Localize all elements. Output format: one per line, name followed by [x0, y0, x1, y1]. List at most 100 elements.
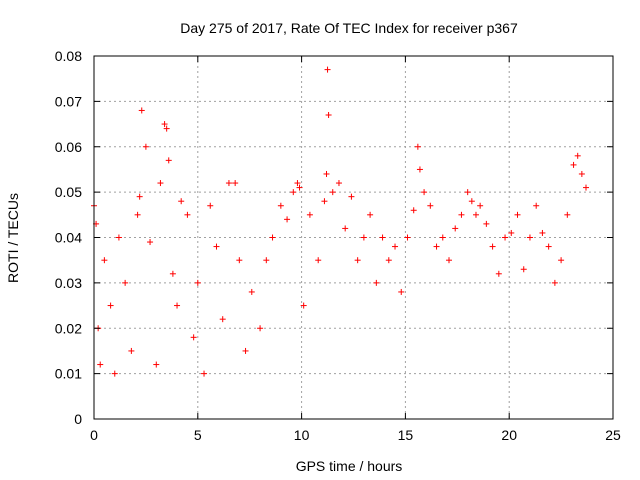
data-point: [201, 370, 208, 377]
data-point: [248, 288, 255, 295]
data-point: [277, 202, 284, 209]
data-point: [329, 189, 336, 196]
y-tick-label: 0.01: [55, 366, 82, 382]
data-point: [178, 198, 185, 205]
data-point: [574, 152, 581, 159]
y-tick-label: 0.07: [55, 93, 82, 109]
data-point: [373, 279, 380, 286]
data-point: [452, 225, 459, 232]
data-point: [294, 180, 301, 187]
data-point: [495, 270, 502, 277]
data-point: [414, 143, 421, 150]
data-point: [514, 211, 521, 218]
data-point: [101, 257, 108, 264]
data-point: [128, 347, 135, 354]
y-tick-label: 0.03: [55, 275, 82, 291]
data-point: [458, 211, 465, 218]
data-point: [570, 161, 577, 168]
data-point: [147, 239, 154, 246]
data-point: [398, 288, 405, 295]
data-point: [464, 189, 471, 196]
y-tick-label: 0.08: [55, 48, 82, 64]
data-point: [213, 243, 220, 250]
data-point: [190, 334, 197, 341]
grid-layer: [94, 56, 613, 419]
data-point: [489, 243, 496, 250]
data-point: [236, 257, 243, 264]
data-point: [533, 202, 540, 209]
data-point: [324, 66, 331, 73]
data-point: [323, 170, 330, 177]
data-point: [578, 170, 585, 177]
data-point: [219, 316, 226, 323]
data-point: [427, 202, 434, 209]
data-point: [410, 207, 417, 214]
data-point: [348, 193, 355, 200]
data-point: [165, 157, 172, 164]
data-point: [564, 211, 571, 218]
data-point: [404, 234, 411, 241]
data-point: [325, 111, 332, 118]
data-point: [107, 302, 114, 309]
data-point: [385, 257, 392, 264]
data-point: [551, 279, 558, 286]
data-point: [439, 234, 446, 241]
data-point: [138, 107, 145, 114]
data-point: [583, 184, 590, 191]
data-point: [421, 189, 428, 196]
data-point: [153, 361, 160, 368]
data-point: [161, 121, 168, 128]
x-tick-label: 20: [501, 427, 517, 443]
data-point: [296, 184, 303, 191]
x-tick-label: 0: [90, 427, 98, 443]
data-point: [445, 257, 452, 264]
y-tick-label: 0: [74, 411, 82, 427]
data-point: [194, 279, 201, 286]
data-point: [392, 243, 399, 250]
y-tick-label: 0.05: [55, 184, 82, 200]
data-point: [300, 302, 307, 309]
data-point: [433, 243, 440, 250]
data-point: [242, 347, 249, 354]
data-point: [207, 202, 214, 209]
y-tick-label: 0.06: [55, 139, 82, 155]
y-tick-label: 0.04: [55, 230, 82, 246]
data-point: [263, 257, 270, 264]
data-point: [335, 180, 342, 187]
data-point: [284, 216, 291, 223]
data-point: [545, 243, 552, 250]
data-point: [157, 180, 164, 187]
chart-title: Day 275 of 2017, Rate Of TEC Index for r…: [180, 20, 518, 36]
x-tick-label: 10: [294, 427, 310, 443]
data-point: [483, 220, 490, 227]
data-point: [97, 361, 104, 368]
data-point: [354, 257, 361, 264]
data-point: [174, 302, 181, 309]
data-point: [169, 270, 176, 277]
data-point: [416, 166, 423, 173]
data-point: [134, 211, 141, 218]
data-point: [232, 180, 239, 187]
data-point: [122, 279, 129, 286]
y-axis-label: ROTI / TECUs: [5, 193, 21, 283]
data-point: [111, 370, 118, 377]
data-point: [379, 234, 386, 241]
data-point: [526, 234, 533, 241]
data-point: [257, 325, 264, 332]
data-point: [142, 143, 149, 150]
points-layer: [91, 66, 590, 377]
data-point: [321, 198, 328, 205]
data-point: [468, 198, 475, 205]
data-point: [477, 202, 484, 209]
data-point: [136, 193, 143, 200]
x-tick-label: 5: [194, 427, 202, 443]
data-point: [315, 257, 322, 264]
ticks-layer: 0 5 10 15 20 25 0 0.01 0.02 0.03 0.04 0.05 0.06 0.07 0…: [55, 48, 621, 443]
x-axis-label: GPS time / hours: [296, 458, 403, 474]
data-point: [306, 211, 313, 218]
x-tick-label: 25: [605, 427, 621, 443]
data-point: [290, 189, 297, 196]
data-point: [342, 225, 349, 232]
